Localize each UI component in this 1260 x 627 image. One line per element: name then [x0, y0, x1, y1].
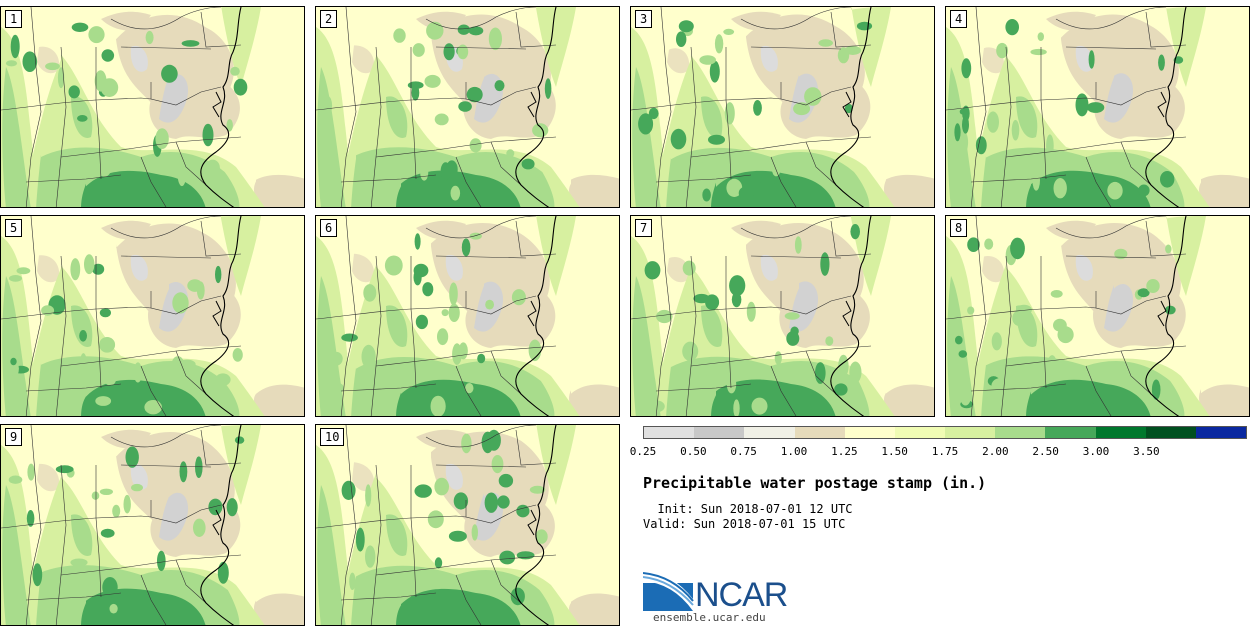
map-panel: 6	[315, 215, 620, 417]
colorbar-swatch	[1195, 427, 1247, 438]
colorbar-tick-label: 0.75	[730, 445, 757, 458]
colorbar-tick-label: 3.50	[1133, 445, 1160, 458]
colorbar-tick-label: 3.00	[1082, 445, 1110, 458]
colorbar-tick-label: 1.75	[931, 445, 959, 458]
colorbar-swatch	[1095, 427, 1146, 438]
precip-water-map	[631, 7, 934, 207]
map-panel: 1	[0, 6, 305, 208]
panel-label: 7	[635, 219, 653, 237]
precip-water-map	[631, 216, 934, 416]
site-url[interactable]: ensemble.ucar.edu	[653, 611, 766, 624]
colorbar-tick-label: 2.50	[1032, 445, 1059, 458]
colorbar-swatch	[694, 427, 745, 438]
precip-water-map	[1, 216, 304, 416]
map-panel: 5	[0, 215, 305, 417]
panel-label: 5	[5, 219, 23, 237]
panel-label: 6	[320, 219, 338, 237]
map-panel: 9	[0, 424, 305, 626]
colorbar-tick-label: 1.25	[831, 445, 858, 458]
precip-water-map	[316, 425, 619, 625]
panel-label: 8	[950, 219, 968, 237]
colorbar-swatch	[644, 427, 695, 438]
map-panel: 2	[315, 6, 620, 208]
panel-label: 2	[320, 10, 338, 28]
colorbar-tick-label: 1.00	[780, 445, 808, 458]
panel-label: 1	[5, 10, 23, 28]
figure-title: Precipitable water postage stamp (in.)	[643, 474, 987, 492]
colorbar	[643, 426, 1247, 439]
colorbar-swatch	[1145, 427, 1196, 438]
colorbar-tick-label: 0.50	[680, 445, 707, 458]
map-panel: 8	[945, 215, 1250, 417]
precip-water-map	[1, 7, 304, 207]
colorbar-tick-label: 2.00	[982, 445, 1009, 458]
colorbar-tick-label: 1.50	[881, 445, 908, 458]
colorbar-swatch	[995, 427, 1046, 438]
colorbar-swatch	[894, 427, 946, 438]
valid-time: Valid: Sun 2018-07-01 15 UTC	[643, 517, 846, 531]
init-time: Init: Sun 2018-07-01 12 UTC	[643, 502, 853, 516]
panel-label: 9	[5, 428, 23, 446]
colorbar-swatch	[744, 427, 795, 438]
map-panel: 3	[630, 6, 935, 208]
colorbar-swatch	[1045, 427, 1096, 438]
colorbar-swatch	[844, 427, 895, 438]
panel-label: 10	[320, 428, 345, 446]
map-panel: 10	[315, 424, 620, 626]
map-panel: 4	[945, 6, 1250, 208]
precip-water-map	[1, 425, 304, 625]
precip-water-map	[316, 216, 619, 416]
panel-label: 4	[950, 10, 968, 28]
precip-water-map	[946, 7, 1249, 207]
precip-water-map	[316, 7, 619, 207]
ncar-wordmark: NCAR	[695, 576, 788, 614]
ncar-logo-icon	[643, 571, 694, 611]
panel-label: 3	[635, 10, 653, 28]
colorbar-swatch	[794, 427, 845, 438]
colorbar-tick-label: 0.25	[629, 445, 657, 458]
map-panel: 7	[630, 215, 935, 417]
precip-water-map	[946, 216, 1249, 416]
colorbar-swatch	[945, 427, 996, 438]
